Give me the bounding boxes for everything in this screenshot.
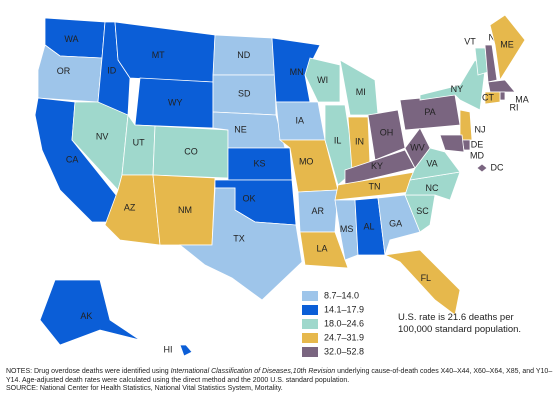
state [484, 44, 498, 83]
legend-swatch [302, 291, 318, 301]
rate-note: U.S. rate is 21.6 deaths per 100,000 sta… [398, 312, 522, 335]
state-label: TN [369, 182, 381, 192]
state [344, 149, 416, 186]
state-label: RI [510, 102, 519, 112]
state-label: ND [237, 50, 250, 60]
legend-swatch [302, 319, 318, 329]
state [484, 91, 501, 105]
notes-italic: International Classification of Diseases… [170, 368, 336, 375]
state-label: NV [96, 132, 109, 142]
state-label: ME [500, 39, 514, 49]
state [299, 231, 349, 269]
state [459, 109, 473, 141]
state [499, 91, 506, 101]
state-label: NY [451, 84, 464, 94]
state-label: DC [491, 162, 504, 172]
state-label: PA [424, 107, 435, 117]
notes: NOTES: Drug overdose deaths were identif… [6, 368, 554, 394]
state-label: GA [389, 218, 402, 228]
legend-label: 18.0–24.6 [324, 318, 364, 328]
state-label: OK [242, 193, 255, 203]
legend-label: 24.7–31.9 [324, 332, 364, 342]
state [271, 37, 321, 103]
state [439, 134, 465, 153]
state [39, 279, 141, 346]
state-label: LA [316, 244, 327, 254]
state-label: MS [340, 224, 354, 234]
state-label: IA [295, 115, 304, 125]
legend-swatch [302, 347, 318, 357]
state-label: WY [168, 98, 183, 108]
notes-text: underlying cause-of-death codes X40–X44,… [6, 368, 553, 384]
state-label: MT [152, 50, 165, 60]
state-label: MN [290, 67, 304, 77]
legend-label: 14.1–17.9 [324, 304, 364, 314]
source: SOURCE: National Center for Health Stati… [6, 385, 283, 393]
state [404, 127, 431, 169]
state-label: MA [515, 94, 529, 104]
state-label: KS [253, 158, 265, 168]
state-label: DE [471, 139, 484, 149]
state-label: WA [64, 34, 78, 44]
state-label: VT [464, 36, 476, 46]
state-label: NM [178, 205, 192, 215]
state-label: VA [426, 158, 437, 168]
state [377, 194, 421, 256]
state-label: AZ [124, 203, 136, 213]
state-label: IL [334, 135, 342, 145]
state-label: SC [416, 206, 429, 216]
state-label: OR [57, 66, 71, 76]
state-label: SD [238, 89, 251, 99]
state-label: IN [355, 137, 364, 147]
state-label: FL [421, 273, 432, 283]
state [178, 187, 303, 301]
state-label: ID [107, 65, 117, 75]
state-label: UT [133, 138, 145, 148]
state-label: TX [233, 233, 245, 243]
state [304, 57, 341, 103]
state-label: AR [311, 206, 324, 216]
state-label: NC [426, 183, 439, 193]
legend-label: 8.7–14.0 [324, 290, 359, 300]
state [179, 344, 193, 357]
state-label: NE [234, 125, 247, 135]
us-map: WA OR CA ID NV MT WY UT AZ CO NM ND SD NE KS OK TX MN IA MO… [34, 14, 529, 357]
legend-swatch [302, 333, 318, 343]
state-label: MI [356, 87, 366, 97]
state-label: CT [482, 92, 494, 102]
state-label: WV [410, 142, 425, 152]
state-label: CO [184, 147, 198, 157]
state-label: NJ [475, 124, 486, 134]
state-label: AL [363, 221, 374, 231]
state-label: MD [470, 150, 484, 160]
state-label: MO [299, 156, 314, 166]
legend-swatch [302, 305, 318, 315]
state-label: OH [380, 128, 394, 138]
state-label: HI [164, 344, 173, 354]
state [383, 249, 461, 316]
state [419, 59, 486, 111]
state [114, 21, 216, 83]
state [334, 199, 359, 261]
notes-text: NOTES: Drug overdose deaths were identif… [6, 368, 171, 375]
state-label: CA [66, 154, 79, 164]
state [487, 79, 516, 93]
state [489, 14, 526, 82]
state [476, 163, 488, 173]
state-label: AK [80, 311, 92, 321]
state-label: KY [371, 161, 383, 171]
legend-label: 32.0–52.8 [324, 346, 364, 356]
state-label: WI [317, 75, 328, 85]
